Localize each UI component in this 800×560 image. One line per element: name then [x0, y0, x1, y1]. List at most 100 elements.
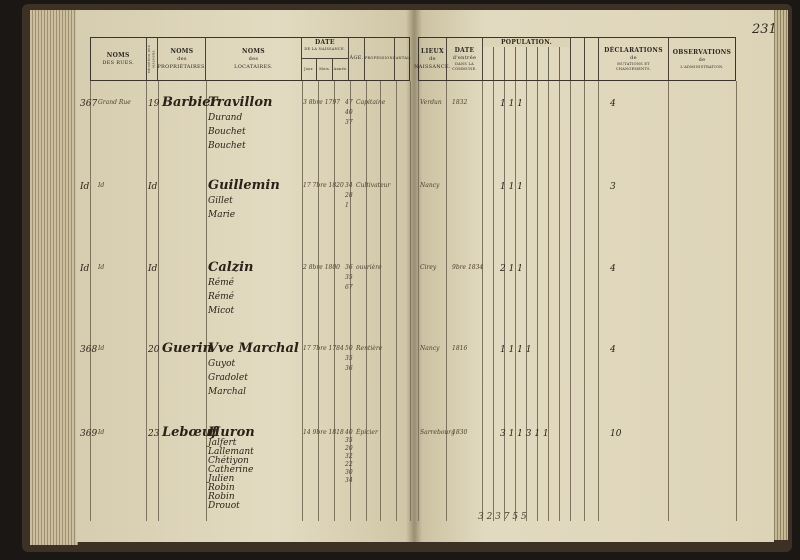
profession: Épicier — [356, 429, 378, 436]
age: 37 — [345, 119, 353, 126]
entry-number: Id — [80, 182, 90, 192]
header-text: LOCATAIRES. — [234, 63, 273, 70]
column-rule — [380, 81, 381, 521]
column-rule — [598, 81, 599, 521]
entry-date: 9bre 1834 — [452, 264, 484, 271]
header-text: PROPRIÉTAIRES. — [157, 63, 207, 70]
tenant-name: Micot — [208, 306, 235, 316]
tenant-name: Guyot — [208, 359, 236, 369]
entry-date: 1816 — [452, 345, 468, 352]
header-text: POPULATION. — [483, 38, 570, 47]
header-text: de — [429, 56, 436, 62]
column-rule — [90, 81, 91, 521]
age: 28 — [345, 192, 353, 199]
house-number: 23 — [148, 429, 160, 439]
declaration-count: 4 — [610, 99, 616, 109]
column-rule — [570, 81, 571, 521]
owner-name: Guerin — [162, 341, 213, 356]
column-rule — [668, 81, 669, 521]
birth-date: 17 7bre 1820 — [303, 182, 344, 189]
header-text: L'ADMINISTRATION. — [680, 64, 724, 69]
population-counts: 3 1 1 3 1 1 — [500, 429, 549, 439]
birth-date: 14 9bre 1818 — [303, 429, 344, 436]
age: 34 — [345, 477, 353, 484]
entry-date: 1830 — [452, 429, 468, 436]
header-text: MUTATIONS ET CHANGEMENTS. — [615, 62, 652, 72]
header-text: LIEUX — [421, 48, 444, 55]
left-page — [76, 10, 414, 542]
population-totals: 3 2 3 7 5 5 — [478, 512, 527, 522]
tenant-name: Catherine — [208, 465, 254, 475]
header-text: ÂGE. — [349, 55, 364, 62]
column-rule — [515, 81, 516, 521]
declaration-count: 4 — [610, 264, 616, 274]
header-text: CANTAL. — [392, 56, 412, 61]
tenant-name: Guillemin — [208, 178, 280, 193]
tenant-name: Marie — [208, 210, 236, 220]
age: 40 — [345, 109, 353, 116]
age: 22 — [345, 461, 353, 468]
tenant-name: Bouchet — [208, 127, 246, 137]
column-rule — [736, 81, 737, 521]
column-rule — [548, 81, 549, 521]
column-rule — [302, 81, 303, 521]
tenant-name: Durand — [208, 113, 243, 123]
column-rule — [410, 81, 411, 521]
tenant-name: Chétiyon — [208, 456, 249, 466]
age: 50 — [345, 345, 353, 352]
header-age: ÂGE. — [349, 38, 365, 80]
age: 67 — [345, 284, 353, 291]
header-text: DE LA NAISSANCE. — [304, 47, 346, 51]
page-number: 231 — [752, 22, 777, 37]
page-edges-left — [30, 10, 78, 545]
tenant-name: Vve Marchal — [208, 341, 299, 356]
age: 40 — [345, 429, 353, 436]
street-name: Id — [98, 345, 105, 352]
birth-date: 17 7bre 1784 — [303, 345, 344, 352]
entry-number: Id — [80, 264, 90, 274]
population-counts: 1 1 1 — [500, 182, 523, 192]
tenant-name: Travillon — [208, 95, 273, 110]
birth-date: 2 8bre 1800 — [303, 264, 340, 271]
birthplace: Sarrebourg — [420, 429, 456, 436]
population-counts: 2 1 1 — [500, 264, 523, 274]
tenant-name: Bouchet — [208, 141, 246, 151]
header-rues: NOMS DES RUES. — [91, 38, 147, 80]
street-name: Id — [98, 429, 105, 436]
tenant-name: Calzin — [208, 260, 254, 275]
header-observations: OBSERVATIONS de L'ADMINISTRATION. — [669, 38, 735, 80]
column-rule — [526, 81, 527, 521]
header-text: PROFESSION. — [364, 56, 395, 61]
column-rule — [559, 81, 560, 521]
tenant-name: Drouot — [208, 501, 240, 511]
age: 35 — [345, 355, 353, 362]
tenant-name: Julien — [208, 474, 235, 484]
tenant-name: Marchal — [208, 387, 246, 397]
column-rule — [318, 81, 319, 521]
street-name: Id — [98, 264, 105, 271]
house-number: 20 — [148, 345, 160, 355]
age: 30 — [345, 469, 353, 476]
column-rule — [482, 81, 483, 521]
declaration-count: 3 — [610, 182, 616, 192]
profession: Rentière — [356, 345, 383, 352]
column-rule — [158, 81, 159, 521]
column-rule — [584, 81, 585, 521]
owner-name: Barbier — [162, 95, 218, 110]
tenant-name: Lallemant — [208, 447, 254, 457]
header-text: DANS LA COMMUNE. — [452, 62, 477, 72]
column-rule — [504, 81, 505, 521]
column-rule — [366, 81, 367, 521]
header-text: DÉCLARATIONS — [604, 46, 663, 54]
entry-number: 369 — [80, 429, 98, 439]
age: 35 — [345, 274, 353, 281]
street-name: Id — [98, 182, 105, 189]
left-header-row: NOMS DES RUES. NUMÉROS DES MAISONS. NOMS d… — [90, 37, 412, 81]
header-text: Jour. — [302, 59, 318, 80]
right-page — [414, 10, 774, 542]
entry-number: 367 — [80, 99, 98, 109]
column-rule — [446, 81, 447, 521]
header-proprietaires: NOMS des PROPRIÉTAIRES. — [157, 38, 207, 80]
header-text: DATE — [454, 46, 475, 54]
birthplace: Cirey — [420, 264, 437, 271]
